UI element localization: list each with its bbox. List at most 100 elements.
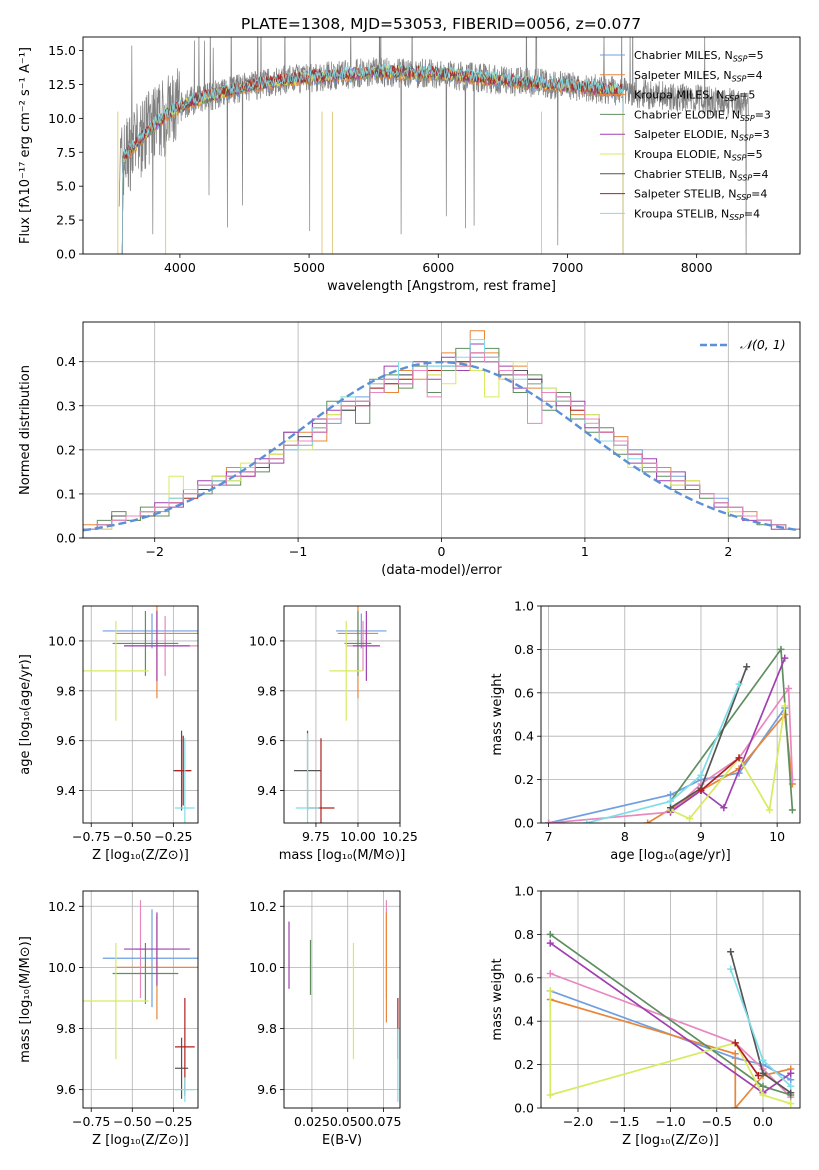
legend-entry: Chabrier STELIB, NSSP=4 — [634, 168, 768, 183]
series-marker — [697, 786, 705, 794]
x-tick-label: 6000 — [422, 260, 454, 275]
errorbar-point — [336, 613, 387, 649]
y-tick-label: 1.0 — [514, 884, 534, 899]
y-tick-label: 2.5 — [56, 213, 76, 228]
x-axis-label: E(B-V) — [322, 1133, 362, 1148]
x-axis-label: Z [log₁₀(Z/Z⊙)] — [92, 1133, 189, 1148]
normal-curve-line — [83, 360, 800, 532]
x-tick-label: 10.25 — [382, 829, 418, 844]
x-tick-label: −2 — [145, 544, 163, 559]
x-axis-label: Z [log₁₀(Z/Z⊙)] — [92, 848, 189, 863]
age-vs-Z-frame — [82, 605, 199, 824]
series-marker — [759, 1091, 767, 1099]
x-tick-label: 4000 — [164, 260, 196, 275]
x-tick-label: −0.50 — [113, 1114, 151, 1129]
spectrum-frame — [82, 36, 801, 255]
series — [667, 702, 789, 823]
age-vs-mass-panel: 9.75 10.00 10.25 9.4 9.6 9.8 10.0 mass [log₁₀(M… — [249, 605, 418, 863]
series-line — [586, 683, 740, 823]
x-tick-label: 8 — [621, 829, 629, 844]
massweight-vs-age-frame — [540, 605, 801, 824]
legend-entry: Salpeter MILES, NSSP=4 — [634, 69, 763, 84]
errorbar-point — [175, 738, 195, 823]
series-marker — [787, 1076, 795, 1084]
series-marker — [787, 1100, 795, 1108]
y-axis-label: Flux [fλ10⁻¹⁷ erg cm⁻² s⁻¹ A⁻¹] — [18, 47, 33, 244]
y-tick-label: 0.0 — [514, 816, 534, 831]
series-marker — [787, 1069, 795, 1077]
y-tick-label: 12.5 — [48, 77, 76, 92]
mass-vs-ebv-plot-area — [284, 891, 400, 1108]
y-tick-label: 0.6 — [514, 685, 534, 700]
legend-entry: Salpeter STELIB, NSSP=4 — [634, 188, 767, 203]
residual-histogram-plot-area — [83, 322, 800, 538]
x-axis-label: wavelength [Angstrom, rest frame] — [327, 279, 556, 294]
series-line — [548, 685, 794, 823]
series-line — [700, 757, 740, 792]
series-marker — [731, 1039, 739, 1047]
legend-entry: Kroupa ELODIE, NSSP=5 — [634, 148, 763, 163]
y-axis-label: Normed distribution — [18, 365, 33, 495]
mass-vs-Z-panel: −0.75 −0.50 −0.25 9.6 9.8 10.0 10.2 Z [log₁₀(Z/… — [18, 890, 199, 1148]
y-axis-label: mass weight — [490, 958, 505, 1040]
y-tick-label: 7.5 — [56, 145, 76, 160]
series-marker — [787, 1082, 795, 1090]
legend-entry: Salpeter ELODIE, NSSP=3 — [634, 128, 770, 143]
errorbar-point — [352, 610, 380, 681]
y-tick-label: 9.8 — [56, 1021, 76, 1036]
residual-histogram-panel: −2 −1 0 1 2 0.0 0.1 0.2 0.3 0.4 (data-model)/error… — [18, 321, 801, 578]
x-tick-label: −0.25 — [154, 829, 192, 844]
series-marker — [731, 1104, 739, 1108]
mass-vs-Z-frame — [82, 890, 199, 1109]
legend-entry: Chabrier MILES, NSSP=5 — [634, 49, 764, 64]
errorbar-point — [175, 1037, 189, 1099]
errorbar-point — [83, 942, 149, 1060]
x-tick-label: 0.075 — [366, 1114, 402, 1129]
y-tick-label: 0.0 — [514, 1101, 534, 1116]
y-tick-label: 9.6 — [56, 733, 76, 748]
series — [731, 1039, 762, 1079]
y-tick-label: 9.4 — [257, 783, 277, 798]
y-tick-label: 9.6 — [257, 1082, 277, 1097]
x-tick-label: 10 — [769, 829, 785, 844]
series-marker — [644, 819, 652, 823]
series — [727, 948, 795, 1097]
x-tick-label: −1 — [289, 544, 307, 559]
series-marker — [777, 645, 785, 653]
y-tick-label: 0.8 — [514, 642, 534, 657]
series-line — [670, 657, 786, 813]
series — [727, 965, 795, 1090]
x-tick-label: 5000 — [293, 260, 325, 275]
y-tick-label: 0.1 — [56, 486, 76, 501]
errorbar-point — [175, 735, 192, 806]
x-tick-label: −0.75 — [72, 829, 110, 844]
legend-entry: Kroupa MILES, NSSP=5 — [634, 89, 755, 104]
series-marker — [735, 754, 743, 762]
series — [667, 654, 789, 816]
x-tick-label: 2 — [724, 544, 732, 559]
spectrum-legend: Chabrier MILES, NSSP=5 Salpeter MILES, NS… — [600, 49, 771, 222]
series-marker — [720, 804, 728, 812]
y-tick-label: 10.0 — [48, 111, 76, 126]
series-marker — [759, 1069, 767, 1077]
errorbar-point — [295, 733, 320, 823]
series-marker — [546, 939, 554, 947]
spectrum-panel: 4000 5000 6000 7000 8000 0.0 2.5 5.0 7.5 10.0 12.5… — [18, 36, 801, 294]
series — [697, 754, 743, 794]
x-tick-label: −0.5 — [702, 1114, 732, 1129]
x-axis-label: (data-model)/error — [381, 563, 502, 578]
series-marker — [754, 1071, 762, 1079]
series-marker — [727, 948, 735, 956]
mass-vs-ebv-frame — [283, 890, 401, 1109]
x-tick-label: −1.0 — [655, 1114, 685, 1129]
series-marker — [546, 969, 554, 977]
x-tick-label: −0.25 — [154, 1114, 192, 1129]
series — [545, 704, 789, 823]
series-marker — [731, 1050, 739, 1058]
x-axis-label: age [log₁₀(age/yr)] — [610, 848, 731, 863]
series-marker — [785, 684, 793, 692]
y-tick-label: 9.6 — [56, 1082, 76, 1097]
x-tick-label: −0.50 — [113, 829, 151, 844]
y-tick-label: 0.4 — [56, 354, 76, 369]
y-tick-label: 0.0 — [56, 247, 76, 262]
